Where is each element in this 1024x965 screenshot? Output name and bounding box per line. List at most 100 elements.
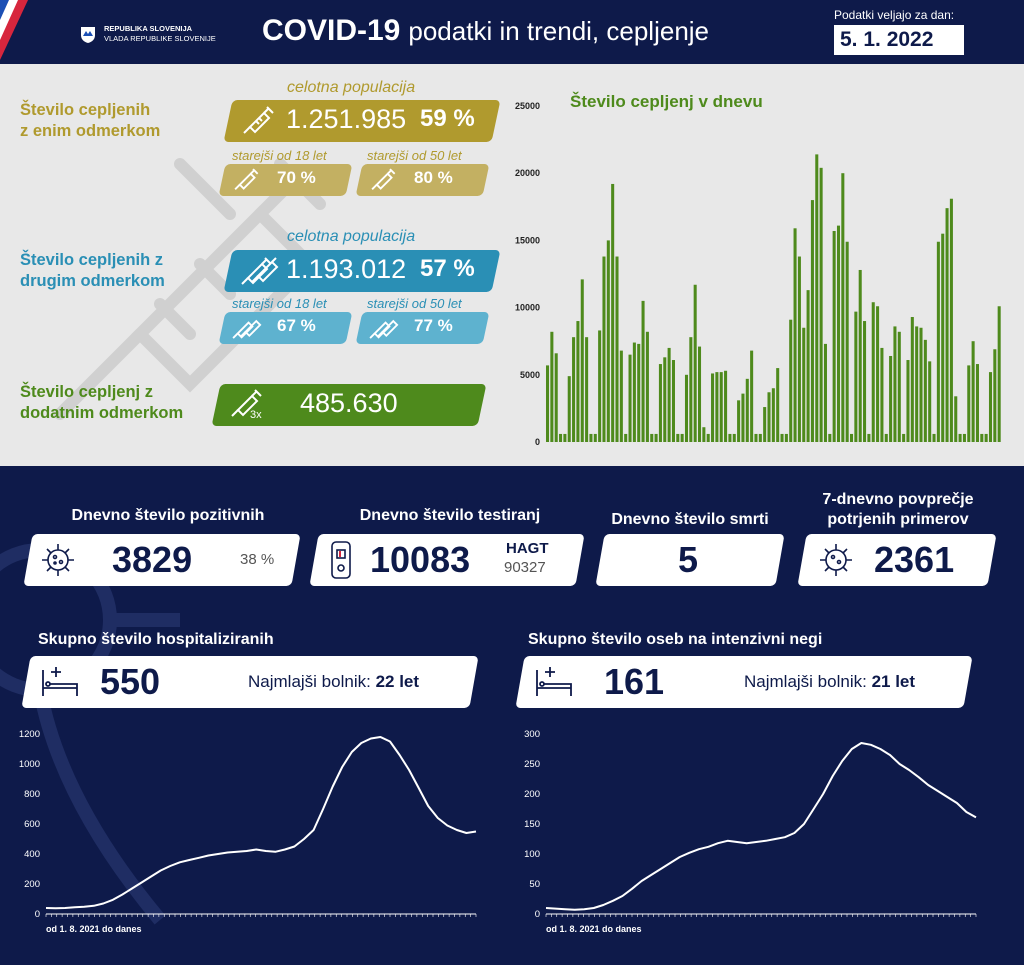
y-tick-label: 20000 bbox=[515, 168, 540, 178]
coat-of-arms-icon bbox=[81, 27, 95, 43]
second-dose-label-line2: drugim odmerkom bbox=[20, 272, 165, 290]
bar bbox=[654, 433, 658, 442]
hospital-bed-icon bbox=[536, 667, 572, 696]
bar bbox=[932, 433, 936, 442]
y-tick-label: 400 bbox=[24, 849, 40, 860]
bar bbox=[676, 433, 680, 442]
positive-title: Dnevno število pozitivnih bbox=[71, 507, 265, 524]
bar bbox=[715, 372, 719, 442]
deaths-value: 5 bbox=[678, 539, 699, 580]
title-sub: podatki in trendi, cepljenje bbox=[408, 16, 710, 46]
y-tick-label: 150 bbox=[524, 819, 540, 830]
bar bbox=[802, 327, 806, 442]
avg7-card: 2361 bbox=[797, 534, 997, 586]
bar bbox=[745, 378, 749, 442]
bar bbox=[836, 225, 841, 442]
bar bbox=[606, 240, 610, 442]
booster-label: Število cepljenj z dodatnim odmerkom bbox=[20, 382, 183, 424]
bar bbox=[949, 198, 953, 442]
second-dose-label: Število cepljenih z drugim odmerkom bbox=[20, 250, 165, 292]
virus-icon bbox=[820, 544, 852, 576]
bar bbox=[854, 311, 858, 442]
y-tick-label: 300 bbox=[524, 729, 540, 740]
bar bbox=[767, 392, 771, 442]
daily-vaccination-chart: 0 5000 10000 15000 20000 25000 bbox=[515, 101, 1001, 447]
icu-chart: 0 50 100 150 200 250 300 od 1. 8. 2021 do danes bbox=[524, 729, 977, 934]
y-tick-label: 50 bbox=[529, 879, 540, 890]
second-dose-age50-pill: 77 % bbox=[355, 312, 490, 344]
page-title: COVID-19 podatki in trendi, cepljenje bbox=[262, 14, 709, 48]
bar bbox=[754, 433, 758, 442]
y-tick-label: 600 bbox=[24, 819, 40, 830]
bar bbox=[598, 330, 602, 442]
bar bbox=[819, 167, 823, 442]
bar bbox=[585, 337, 589, 442]
bar bbox=[589, 433, 593, 442]
x-axis-label: od 1. 8. 2021 do danes bbox=[46, 924, 142, 934]
bar bbox=[962, 433, 966, 442]
y-tick-label: 0 bbox=[535, 437, 540, 447]
hosp-youngest-label: Najmlajši bolnik: bbox=[248, 672, 371, 691]
y-tick-label: 250 bbox=[524, 759, 540, 770]
tests-title: Dnevno število testiranj bbox=[359, 507, 541, 524]
second-dose-age18-label: starejši od 18 let bbox=[232, 296, 327, 311]
bar bbox=[667, 347, 671, 442]
bar bbox=[567, 376, 571, 442]
bar bbox=[663, 357, 667, 442]
bar bbox=[845, 241, 849, 442]
icu-youngest-label: Najmlajši bolnik: bbox=[744, 672, 867, 691]
avg7-title-line1: 7-dnevno povprečje bbox=[822, 491, 974, 508]
y-tick-label: 1200 bbox=[19, 729, 40, 740]
deaths-title: Dnevno število smrti bbox=[611, 511, 769, 528]
bar bbox=[858, 269, 862, 442]
daily-vaccination-chart-title: Število cepljenj v dnevu bbox=[570, 92, 763, 111]
icu-card: 161 Najmlajši bolnik: 21 let bbox=[515, 656, 973, 708]
bar bbox=[645, 331, 649, 442]
hosp-value: 550 bbox=[100, 661, 161, 702]
first-dose-age18-pill: 70 % bbox=[218, 164, 353, 196]
bar bbox=[741, 393, 745, 442]
icu-value: 161 bbox=[604, 661, 665, 702]
bar bbox=[906, 360, 910, 442]
second-dose-label-line1: Število cepljenih z bbox=[20, 251, 164, 269]
first-dose-label-line2: z enim odmerkom bbox=[20, 122, 161, 140]
bar bbox=[728, 433, 732, 442]
bar bbox=[719, 372, 723, 442]
booster-pill: 3x 485.630 bbox=[211, 384, 487, 426]
bar bbox=[793, 228, 797, 442]
hosp-card: 550 Najmlajši bolnik: 22 let bbox=[21, 656, 479, 708]
bar bbox=[806, 290, 810, 442]
bar bbox=[776, 368, 780, 442]
x-axis-label: od 1. 8. 2021 do danes bbox=[546, 924, 642, 934]
two-syringes-icon bbox=[232, 319, 262, 339]
bar bbox=[810, 200, 814, 442]
y-tick-label: 100 bbox=[524, 849, 540, 860]
bar bbox=[671, 360, 675, 442]
bar bbox=[658, 364, 662, 442]
bar bbox=[876, 306, 880, 442]
positive-value: 3829 bbox=[112, 539, 193, 580]
bar bbox=[867, 433, 871, 442]
first-dose-age18-label: starejši od 18 let bbox=[232, 148, 327, 163]
hospitalized-chart: 0 200 400 600 800 1000 1200 od 1. 8. 2021 do da… bbox=[19, 729, 477, 934]
bar bbox=[832, 230, 836, 442]
y-tick-label: 25000 bbox=[515, 101, 540, 111]
series-line bbox=[545, 742, 977, 911]
y-tick-label: 0 bbox=[35, 909, 40, 920]
bar bbox=[889, 355, 893, 442]
two-syringes-icon bbox=[241, 257, 279, 285]
bar bbox=[624, 433, 628, 442]
bar bbox=[641, 300, 645, 442]
syringe-icon bbox=[234, 168, 259, 190]
bar bbox=[789, 319, 793, 442]
avg7-title-line2: potrjenih primerov bbox=[827, 511, 969, 528]
syringe-icon bbox=[371, 168, 396, 190]
avg7-value: 2361 bbox=[874, 539, 955, 580]
first-dose-age18-pct: 70 % bbox=[277, 168, 316, 187]
hagt-value: 90327 bbox=[504, 559, 546, 576]
second-dose-age50-label: starejši od 50 let bbox=[367, 296, 462, 311]
bar bbox=[563, 433, 567, 442]
bar bbox=[893, 326, 897, 442]
date-label: Podatki veljajo za dan: bbox=[834, 8, 955, 22]
hosp-youngest: Najmlajši bolnik: 22 let bbox=[248, 672, 419, 692]
